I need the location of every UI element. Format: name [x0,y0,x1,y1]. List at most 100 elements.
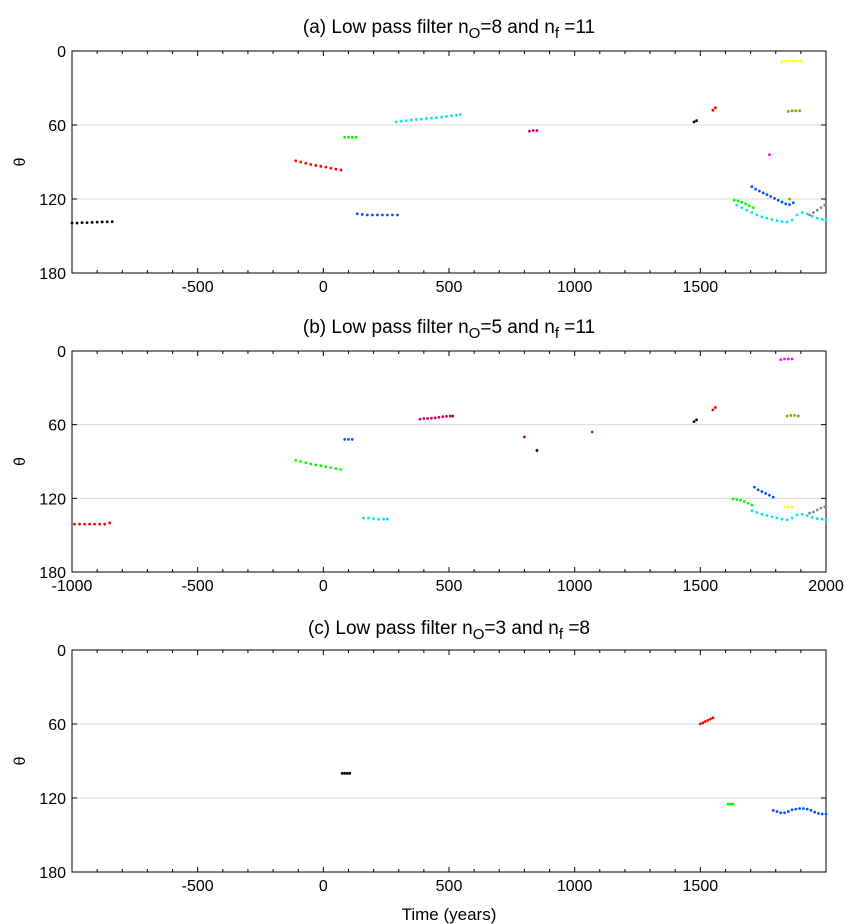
data-point [760,215,764,219]
data-point [768,153,771,157]
data-point [450,114,453,118]
data-point [726,802,730,806]
data-point [590,430,594,434]
data-point [419,117,423,121]
data-point [775,810,779,813]
data-point [458,113,462,116]
data-series [394,113,462,124]
data-point [786,110,790,113]
y-tick-label: 60 [48,717,66,734]
data-point [740,206,744,210]
data-point [790,505,794,509]
chart-title-part: =5 and n [480,317,555,338]
data-point [437,415,441,419]
data-point [455,113,458,117]
data-series [294,159,343,172]
data-point [370,213,374,217]
data-point [88,522,91,526]
data-point [377,517,381,521]
data-point [783,811,786,815]
data-point [776,198,780,202]
data-point [824,812,828,816]
data-point [100,220,104,224]
data-point [750,211,754,214]
data-point [319,164,323,168]
data-point [779,358,783,361]
data-point [347,438,350,441]
data-point [299,460,303,463]
data-point [706,718,710,722]
data-point [790,516,794,520]
data-series [752,485,775,499]
data-series [70,220,114,225]
data-point [343,771,347,775]
y-tick-label: 120 [39,192,66,209]
data-point [731,802,735,806]
data-point [445,114,448,118]
chart-title-part: O [469,25,481,42]
data-point [426,417,430,420]
data-point [304,161,308,165]
data-point [796,414,800,418]
data-point [815,517,819,520]
chart-title-part: O [473,626,485,643]
data-point [355,212,359,216]
data-point [755,511,759,514]
data-point [808,213,812,217]
plot-frame [71,350,827,573]
data-point [795,213,799,217]
data-point [775,219,779,222]
data-series [750,509,828,522]
data-point [711,108,715,112]
x-tick-label: 0 [319,578,328,595]
data-point [365,213,369,217]
data-point [785,518,789,522]
data-series [732,198,755,210]
data-point [765,216,769,220]
data-point [731,497,735,501]
y-tick-label: 120 [39,791,66,808]
data-series [808,505,827,515]
x-axis-label: Time (years) [402,905,497,924]
data-point [770,217,774,221]
x-tick-label: -1000 [52,578,93,595]
data-point [773,196,776,200]
data-point [391,213,394,217]
data-point [294,458,298,462]
chart-title-part: f [555,25,560,42]
data-point [786,505,790,509]
data-point [692,420,696,423]
data-point [95,220,99,224]
data-point [795,513,799,517]
data-series [726,802,735,806]
x-tick-label: 1500 [683,578,719,595]
y-tick-label: 60 [48,118,66,135]
data-point [812,510,815,514]
x-tick-label: 2000 [808,578,844,595]
data-series [786,109,802,113]
data-point [755,213,759,217]
data-point [798,109,802,113]
data-point [747,204,751,208]
data-point [350,438,354,441]
data-point [334,167,338,171]
chart-title-part: =11 [559,17,595,38]
data-point [745,208,749,212]
y-axis-label: θ [12,457,29,466]
data-point [775,516,779,520]
data-series [711,406,717,412]
data-point [345,771,349,775]
data-point [732,198,736,202]
data-point [769,195,773,198]
chart-title-part: (b) Low pass filter n [303,317,469,338]
data-series [294,458,343,471]
data-point [711,408,715,412]
data-point [347,135,350,139]
x-tick-label: -500 [182,878,214,895]
data-point [810,515,814,519]
data-point [319,464,323,468]
plot-frame [71,50,827,274]
chart-title-part: =11 [559,317,595,338]
chart-title-part: O [469,325,481,342]
